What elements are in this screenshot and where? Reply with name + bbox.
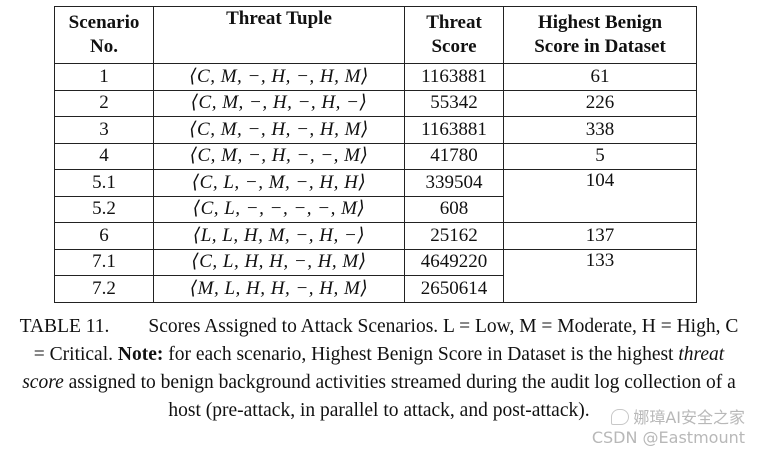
header-threat-tuple-line: Threat Tuple <box>226 8 332 29</box>
threat-score-cell: 55342 <box>404 89 504 117</box>
watermark: 娜璋AI安全之家 CSDN @Eastmount <box>592 408 745 448</box>
table-row: 5.2 ⟨C, L, −, −, −, −, M⟩ 608 <box>54 195 697 223</box>
header-row: Scenario No. Threat Tuple Threat Score Highes… <box>54 6 697 64</box>
threat-tuple-cell: ⟨L, L, H, M, −, H, −⟩ <box>153 222 405 250</box>
header-scenario-line: Scenario <box>68 12 140 33</box>
scores-table: Scenario No. Threat Tuple Threat Score Highes… <box>54 6 697 303</box>
header-scenario: Scenario No. <box>54 6 154 64</box>
scenario-cell: 3 <box>54 116 154 144</box>
threat-score-cell: 608 <box>404 195 504 223</box>
threat-score-cell: 339504 <box>404 169 504 197</box>
threat-tuple-cell: ⟨C, M, −, H, −, H, M⟩ <box>153 63 405 91</box>
header-scenario-line: No. <box>90 36 118 57</box>
highest-benign-cell: 61 <box>503 63 697 91</box>
threat-tuple-cell: ⟨C, L, −, M, −, H, H⟩ <box>153 169 405 197</box>
scenario-cell: 4 <box>54 142 154 170</box>
header-threat-score-line: Score <box>431 36 477 57</box>
header-threat-score: Threat Score <box>404 6 504 64</box>
table-row: 7.2 ⟨M, L, H, H, −, H, M⟩ 2650614 <box>54 275 697 303</box>
threat-score-cell: 1163881 <box>404 63 504 91</box>
table-row: 7.1 ⟨C, L, H, H, −, H, M⟩ 4649220 133 <box>54 248 697 303</box>
table-row: 2 ⟨C, M, −, H, −, H, −⟩ 55342 226 <box>54 89 697 117</box>
table-row: 5.1 ⟨C, L, −, M, −, H, H⟩ 339504 104 <box>54 169 697 223</box>
header-highest-benign-line: Highest Benign <box>537 12 663 33</box>
table-row: 1 ⟨C, M, −, H, −, H, M⟩ 1163881 61 <box>54 63 697 91</box>
header-highest-benign: Highest Benign Score in Dataset <box>503 6 697 64</box>
threat-score-cell: 4649220 <box>404 248 504 276</box>
threat-score-cell: 2650614 <box>404 275 504 303</box>
watermark-title: 娜璋AI安全之家 <box>633 408 745 427</box>
threat-tuple-cell: ⟨C, M, −, H, −, H, −⟩ <box>153 89 405 117</box>
caption-text-2: for each scenario, Highest Benign Score … <box>168 344 674 365</box>
table-row: 4 ⟨C, M, −, H, −, −, M⟩ 41780 5 <box>54 142 697 170</box>
caption-emphasis: threat score <box>22 344 725 393</box>
chat-bubble-icon <box>611 409 630 425</box>
threat-tuple-cell: ⟨C, M, −, H, −, −, M⟩ <box>153 142 405 170</box>
scenario-cell: 5.2 <box>54 195 154 223</box>
highest-benign-cell: 338 <box>503 116 697 144</box>
threat-score-cell: 41780 <box>404 142 504 170</box>
header-highest-benign-line: Score in Dataset <box>534 36 666 57</box>
threat-tuple-cell: ⟨M, L, H, H, −, H, M⟩ <box>153 275 405 303</box>
scenario-cell: 7.2 <box>54 275 154 303</box>
watermark-line-2: CSDN @Eastmount <box>591 428 745 447</box>
threat-score-cell: 1163881 <box>404 116 504 144</box>
table-caption: TABLE 11. Scores Assigned to Attack Scen… <box>18 313 740 425</box>
caption-text-1: Scores Assigned to Attack Scenarios. L =… <box>33 316 739 365</box>
threat-tuple-cell: ⟨C, L, −, −, −, −, M⟩ <box>153 195 405 223</box>
table-row: 6 ⟨L, L, H, M, −, H, −⟩ 25162 137 <box>54 222 697 250</box>
threat-tuple-cell: ⟨C, M, −, H, −, H, M⟩ <box>153 116 405 144</box>
highest-benign-cell: 226 <box>503 89 697 117</box>
caption-note-label: Note: <box>117 344 164 365</box>
table-body: 1 ⟨C, M, −, H, −, H, M⟩ 1163881 61 2 ⟨C, M, −… <box>54 63 697 303</box>
scenario-cell: 2 <box>54 89 154 117</box>
scenario-cell: 7.1 <box>54 248 154 276</box>
table-header: Scenario No. Threat Tuple Threat Score Highes… <box>54 6 697 64</box>
table-row: 3 ⟨C, M, −, H, −, H, M⟩ 1163881 338 <box>54 116 697 144</box>
threat-tuple-cell: ⟨C, L, H, H, −, H, M⟩ <box>153 248 405 276</box>
caption-label: TABLE 11. <box>19 316 110 337</box>
highest-benign-cell: 104 <box>503 169 697 223</box>
caption-text-3: assigned to benign background activities… <box>68 372 736 421</box>
watermark-line-1: 娜璋AI安全之家 <box>592 408 745 428</box>
scenario-cell: 6 <box>54 222 154 250</box>
highest-benign-cell: 133 <box>503 248 697 303</box>
header-threat-tuple: Threat Tuple <box>153 6 405 64</box>
scenario-cell: 5.1 <box>54 169 154 197</box>
highest-benign-cell: 5 <box>503 142 697 170</box>
scenario-cell: 1 <box>54 63 154 91</box>
highest-benign-cell: 137 <box>503 222 697 250</box>
scores-table-container: Scenario No. Threat Tuple Threat Score Highes… <box>54 6 697 303</box>
threat-score-cell: 25162 <box>404 222 504 250</box>
header-threat-score-line: Threat <box>426 12 482 33</box>
